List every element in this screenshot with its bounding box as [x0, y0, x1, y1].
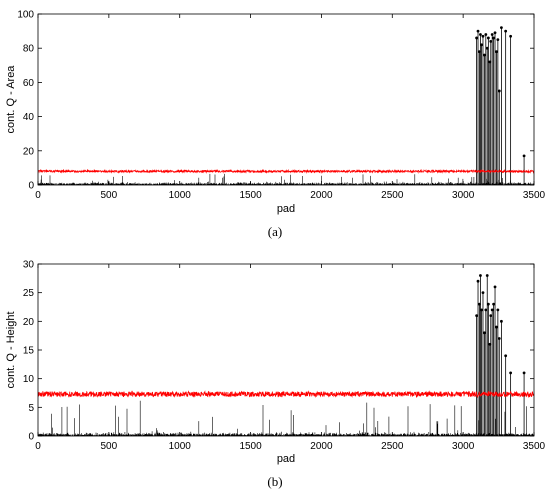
plot-area: [38, 274, 534, 436]
x-tick-label-2500: 2500: [381, 190, 404, 201]
spike-point-7: [483, 331, 486, 335]
spike-point-17: [496, 38, 500, 42]
noise-stems: [38, 173, 534, 185]
y-tick-label-20: 20: [23, 146, 35, 157]
spike-point-14: [492, 302, 496, 306]
spike-point-10: [486, 302, 490, 306]
spike-point-13: [490, 33, 494, 36]
y-tick-label-60: 60: [23, 78, 35, 89]
spike-point-2: [476, 29, 480, 33]
y-tick-label-100: 100: [17, 10, 34, 21]
spike-point-12: [489, 314, 493, 317]
y-tick-label-0: 0: [28, 432, 34, 443]
x-tick-label-3500: 3500: [523, 190, 546, 201]
spike-point-5: [480, 308, 483, 312]
spike-point-9: [485, 274, 489, 277]
spike-point-21: [509, 34, 513, 38]
y-tick-label-25: 25: [23, 288, 35, 299]
spike-point-19: [500, 26, 503, 30]
y-tick-label-5: 5: [28, 403, 34, 414]
x-tick-label-500: 500: [101, 441, 118, 452]
spike-point-14: [492, 36, 496, 40]
spike-point-2: [476, 279, 480, 283]
y-tick-label-20: 20: [23, 317, 35, 328]
spike-point-20: [504, 29, 508, 33]
spike-point-7: [483, 53, 486, 57]
spike-point-15: [493, 31, 497, 35]
y-axis-title: cont. Q - Height: [5, 311, 17, 388]
spike-point-22: [522, 371, 526, 375]
x-axis-title: pad: [277, 453, 295, 465]
spike-point-18: [497, 337, 501, 340]
spike-point-13: [490, 308, 494, 312]
spike-point-1: [475, 314, 479, 317]
x-tick-label-0: 0: [35, 441, 41, 452]
spike-point-16: [495, 50, 498, 54]
threshold-line: [38, 390, 534, 399]
x-tick-label-0: 0: [35, 190, 41, 201]
spike-point-17: [496, 308, 500, 312]
spike-point-16: [495, 325, 498, 329]
spike-point-12: [489, 39, 493, 43]
y-tick-label-15: 15: [23, 346, 35, 357]
spike-point-21: [509, 371, 513, 375]
x-tick-label-3000: 3000: [452, 441, 475, 452]
x-tick-label-1500: 1500: [239, 190, 262, 201]
spike-point-8: [484, 308, 488, 312]
panel-label: (a): [268, 224, 282, 239]
spike-point-15: [493, 285, 497, 289]
spike-point-6: [481, 291, 485, 295]
y-tick-label-80: 80: [23, 44, 35, 55]
chart-panel-a: 0 500 1000 1500 2000 2500 3000 3500 0 20 40 60 80 100…: [5, 10, 546, 240]
spike-point-9: [485, 46, 489, 50]
x-tick-label-2500: 2500: [381, 441, 404, 452]
axes-frame: [37, 263, 535, 437]
spike-point-22: [522, 154, 526, 158]
x-tick-label-1000: 1000: [169, 441, 192, 452]
y-axis-title: cont. Q - Area: [5, 65, 17, 134]
spike-point-19: [500, 319, 503, 323]
y-tick-label-40: 40: [23, 112, 35, 123]
panel-label: (b): [267, 474, 282, 489]
noise-stems: [38, 400, 534, 436]
x-tick-label-1500: 1500: [239, 441, 262, 452]
x-axis-title: pad: [277, 203, 295, 215]
spike-point-4: [479, 33, 482, 36]
plot-area: [38, 26, 534, 185]
spike-point-10: [486, 36, 490, 40]
x-tick-label-3000: 3000: [452, 190, 475, 201]
y-tick-label-0: 0: [28, 181, 34, 192]
chart-panel-b: 0 500 1000 1500 2000 2500 3000 3500 0 5 10 15 20 25 30…: [5, 260, 546, 490]
x-tick-label-3500: 3500: [523, 441, 546, 452]
axes-frame: [37, 13, 535, 186]
spike-point-4: [479, 274, 482, 277]
x-tick-label-1000: 1000: [169, 190, 192, 201]
x-tick-label-2000: 2000: [310, 190, 333, 201]
spike-point-6: [481, 34, 485, 38]
spike-point-20: [504, 354, 508, 358]
spike-point-5: [480, 43, 483, 47]
threshold-line: [38, 168, 534, 174]
spike-point-18: [497, 89, 501, 93]
y-tick-label-30: 30: [23, 260, 35, 271]
spike-point-8: [484, 33, 488, 36]
x-tick-label-500: 500: [101, 190, 118, 201]
spike-point-1: [475, 36, 479, 40]
x-tick-label-2000: 2000: [310, 441, 333, 452]
y-tick-label-10: 10: [23, 374, 35, 385]
